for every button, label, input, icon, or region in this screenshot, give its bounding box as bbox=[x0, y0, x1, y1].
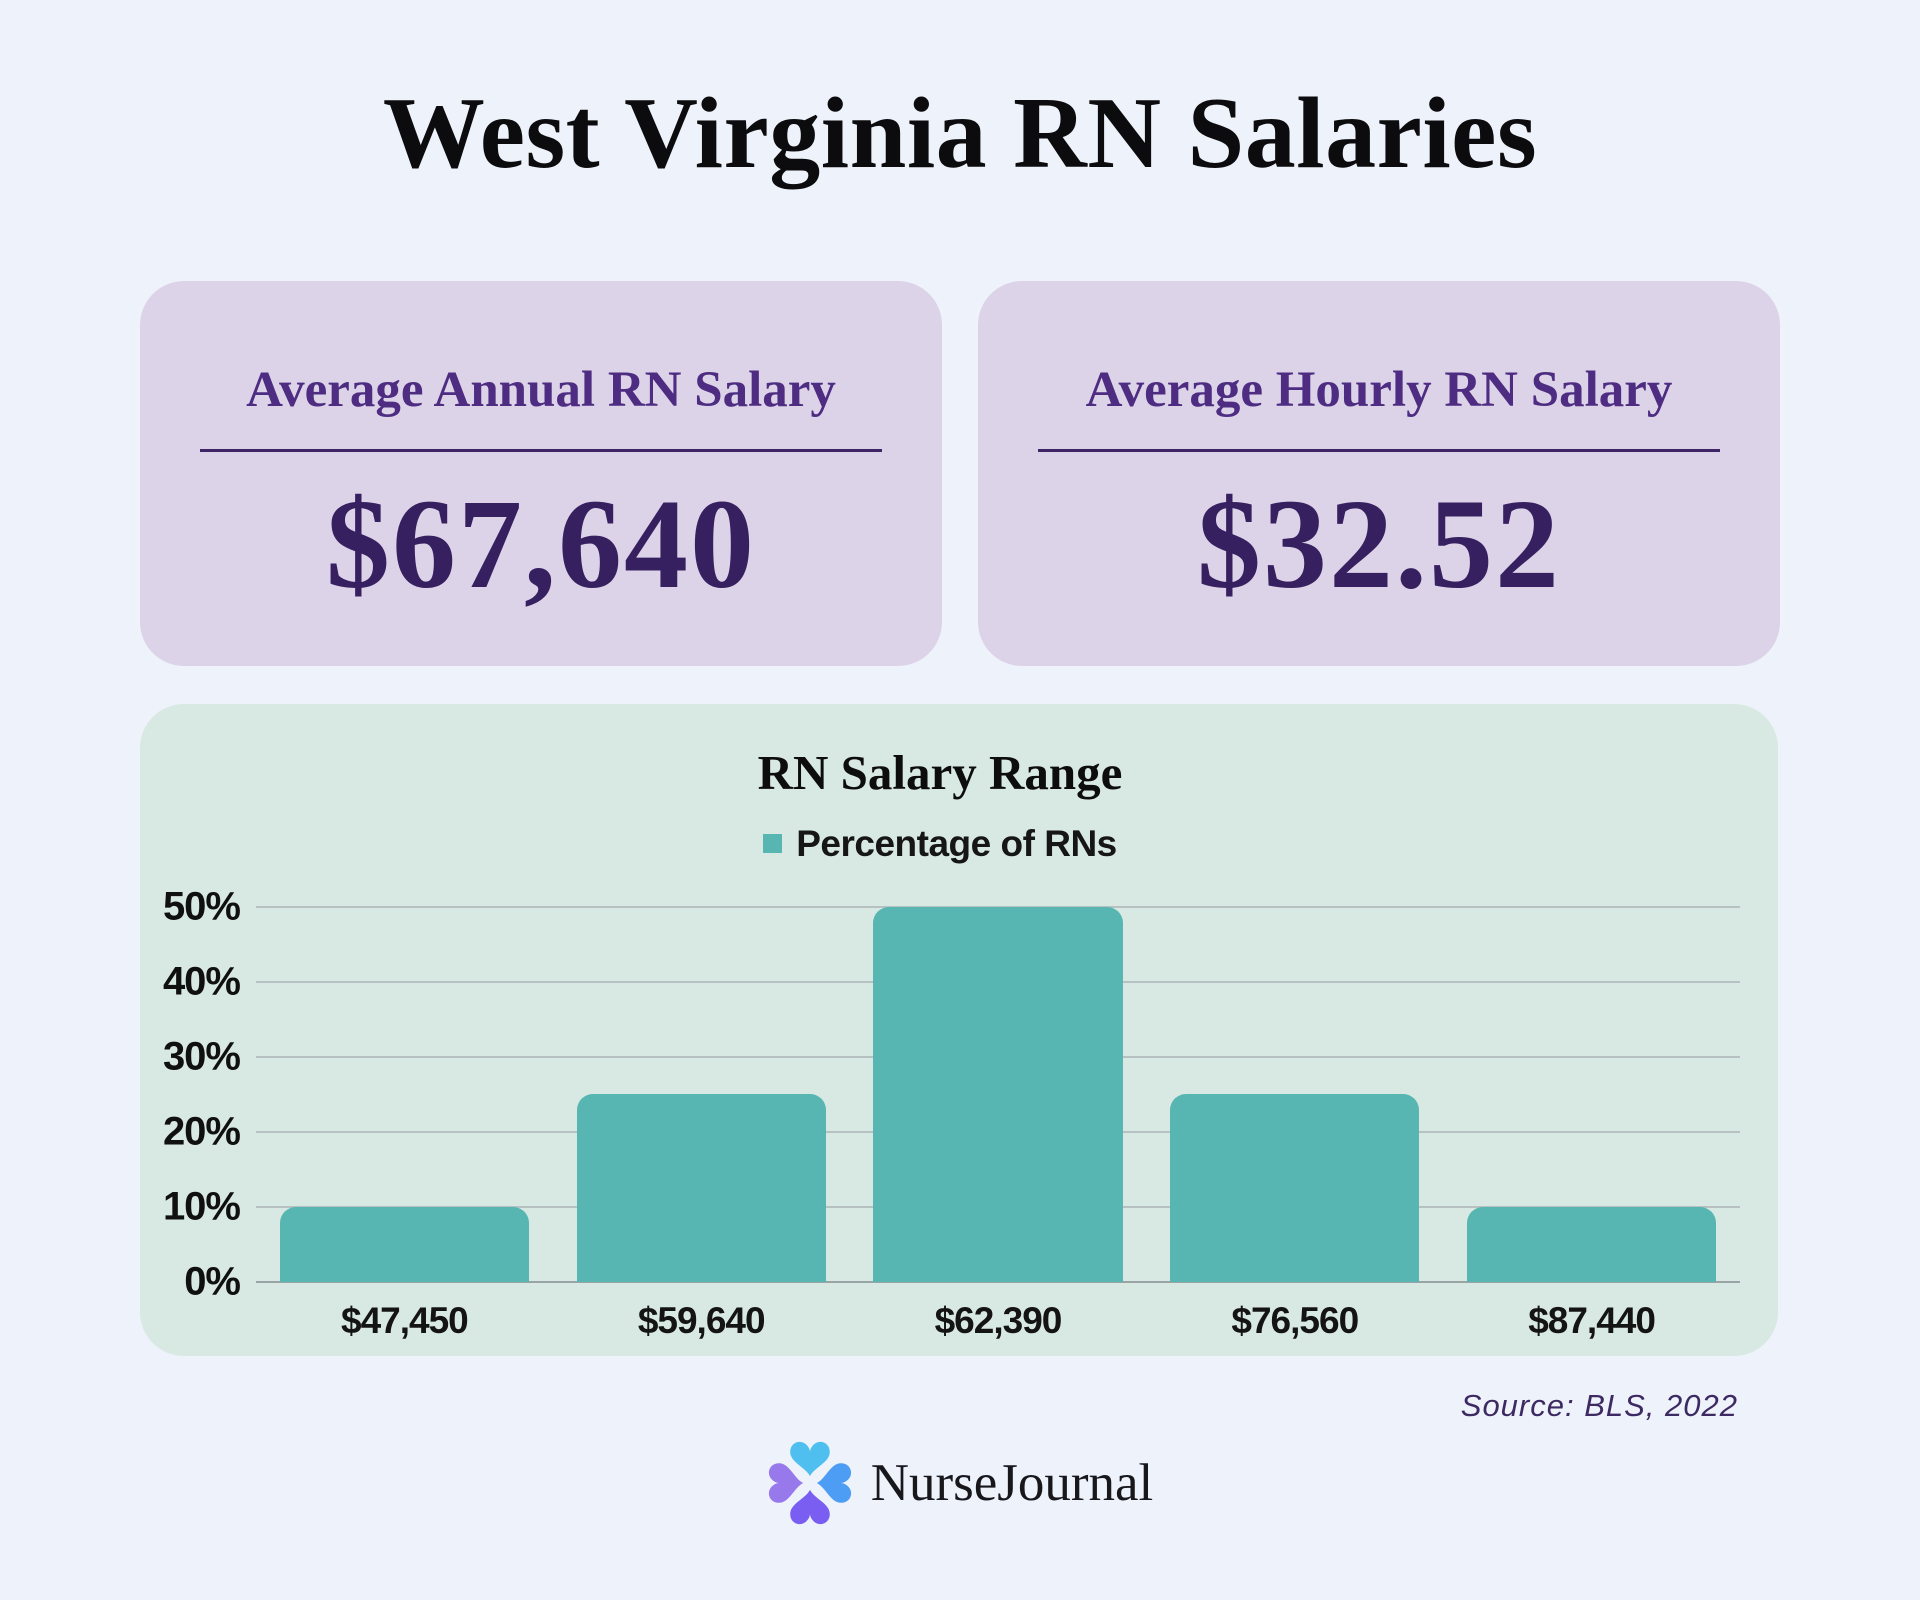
bar-$59,640 bbox=[576, 1094, 826, 1282]
hourly-salary-label: Average Hourly RN Salary bbox=[1085, 361, 1673, 418]
nursejournal-logo: NurseJournal bbox=[0, 1440, 1920, 1526]
y-tick-label: 30% bbox=[162, 1034, 241, 1078]
x-tick-label: $59,640 bbox=[637, 1299, 766, 1341]
x-tick-label: $76,560 bbox=[1231, 1299, 1359, 1341]
annual-salary-card: Average Annual RN Salary $67,640 bbox=[140, 280, 942, 666]
bar-chart-plot: 0% 10% 20% 30% 40% 50% bbox=[163, 884, 1740, 1303]
bar-$76,560 bbox=[1170, 1094, 1420, 1282]
logo-text: NurseJournal bbox=[870, 1453, 1154, 1512]
logo-petal-top-icon bbox=[789, 1441, 830, 1476]
hourly-salary-divider bbox=[1038, 448, 1720, 452]
logo-petal-left-icon bbox=[768, 1462, 803, 1503]
annual-salary-value: $67,640 bbox=[326, 472, 756, 615]
bar-$47,450 bbox=[279, 1206, 530, 1282]
x-axis-labels: $47,450 $59,640 $62,390 $76,560 $87,440 bbox=[256, 1300, 1740, 1342]
hourly-salary-value: $32.52 bbox=[1197, 472, 1561, 615]
y-tick-label: 0% bbox=[184, 1259, 241, 1303]
x-tick-label: $47,450 bbox=[341, 1299, 469, 1341]
x-tick-label: $62,390 bbox=[934, 1299, 1063, 1341]
salary-range-chart-panel: RN Salary Range Percentage of RNs 0% 10% 2… bbox=[140, 703, 1778, 1356]
gridline-0%: 0% bbox=[184, 1259, 1740, 1303]
x-tick-label: $87,440 bbox=[1528, 1299, 1656, 1341]
bar-$87,440 bbox=[1466, 1206, 1717, 1282]
hourly-salary-card: Average Hourly RN Salary $32.52 bbox=[978, 280, 1780, 666]
page-title: West Virginia RN Salaries bbox=[382, 77, 1538, 190]
legend-label: Percentage of RNs bbox=[796, 822, 1117, 864]
bar-slot bbox=[256, 907, 553, 1282]
logo-petal-bottom-icon bbox=[789, 1489, 830, 1524]
bar-slot bbox=[850, 906, 1147, 1282]
bar-$62,390 bbox=[873, 906, 1123, 1282]
bar-slot bbox=[1146, 907, 1443, 1282]
bars-container bbox=[256, 906, 1740, 1282]
annual-salary-divider bbox=[200, 448, 882, 452]
chart-title: RN Salary Range bbox=[757, 744, 1123, 800]
nursejournal-logo-icon bbox=[768, 1441, 851, 1524]
summary-cards: Average Annual RN Salary $67,640 Average… bbox=[140, 280, 1780, 666]
y-tick-label: 10% bbox=[162, 1184, 241, 1228]
logo-petal-right-icon bbox=[816, 1462, 851, 1503]
chart-legend: Percentage of RNs bbox=[140, 823, 1740, 865]
y-tick-label: 50% bbox=[162, 884, 241, 928]
annual-salary-label: Average Annual RN Salary bbox=[246, 361, 836, 418]
bar-slot bbox=[553, 907, 850, 1282]
y-tick-label: 20% bbox=[162, 1109, 241, 1153]
y-tick-label: 40% bbox=[162, 959, 241, 1003]
legend-swatch-icon bbox=[763, 834, 783, 853]
source-citation: Source: BLS, 2022 bbox=[1460, 1387, 1738, 1423]
bar-slot bbox=[1443, 907, 1740, 1282]
